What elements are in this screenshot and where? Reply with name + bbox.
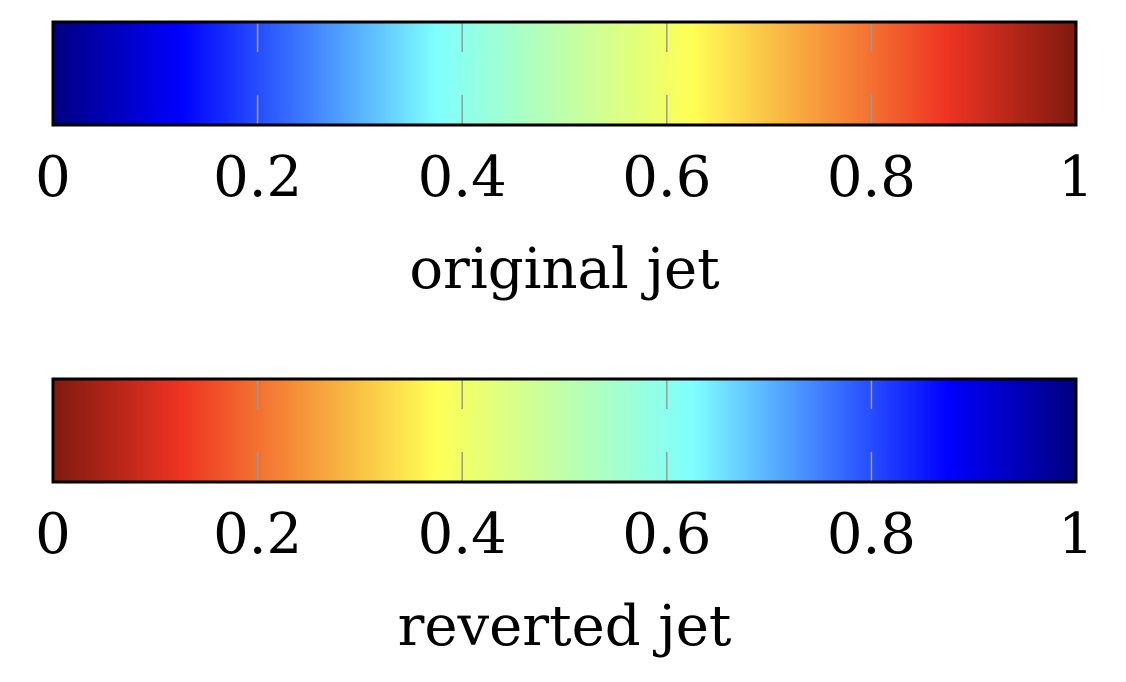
colorbar-reverted-tick-label: 0.2 xyxy=(213,502,302,567)
colorbar-original-xlabel: original jet xyxy=(409,237,720,302)
colorbar-original-ticks: 0 0.2 0.4 0.6 0.8 1 xyxy=(35,145,1094,210)
colorbar-original-tick-label: 0.4 xyxy=(418,145,507,210)
colorbar-original-frame xyxy=(51,20,1078,127)
colorbar-reverted-ticks: 0 0.2 0.4 0.6 0.8 1 xyxy=(35,502,1094,567)
colorbar-original-tick-label: 0.6 xyxy=(622,145,711,210)
colorbar-reverted-tick-label: 0.8 xyxy=(827,502,916,567)
colorbar-original-tick-label: 1 xyxy=(1058,145,1094,210)
colorbar-reverted: 0 0.2 0.4 0.6 0.8 1 reverted jet xyxy=(35,377,1094,659)
colorbar-original-tick-label: 0.8 xyxy=(827,145,916,210)
colorbar-original-tick-label: 0 xyxy=(35,145,71,210)
colorbar-reverted-tick-label: 1 xyxy=(1058,502,1094,567)
colorbar-reverted-tick-label: 0.4 xyxy=(418,502,507,567)
colorbar-reverted-tick-label: 0 xyxy=(35,502,71,567)
colorbar-original: 0 0.2 0.4 0.6 0.8 1 original jet xyxy=(35,20,1094,302)
colorbar-original-tick-label: 0.2 xyxy=(213,145,302,210)
colorbar-reverted-fill xyxy=(53,379,1076,482)
colorbar-reverted-tick-label: 0.6 xyxy=(622,502,711,567)
colorbar-reverted-grid xyxy=(256,379,873,482)
colorbar-reverted-frame xyxy=(51,377,1078,484)
colorbar-original-fill xyxy=(53,22,1076,125)
colorbar-original-grid xyxy=(256,22,873,125)
colorbar-reverted-xlabel: reverted jet xyxy=(398,594,732,659)
